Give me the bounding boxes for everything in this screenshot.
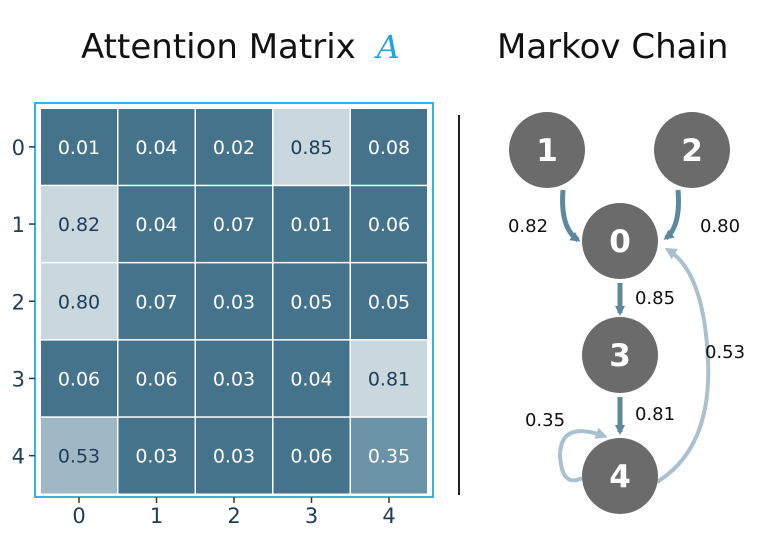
markov-chain-title: Markov Chain <box>497 27 728 67</box>
col-tick-label: 1 <box>150 504 163 528</box>
matrix-cell-0-2 <box>196 109 272 185</box>
attention-matrix-title: Attention Matrix A <box>81 27 400 67</box>
matrix-cell-value: 0.80 <box>58 291 100 313</box>
matrix-cell-4-0 <box>41 417 117 494</box>
matrix-cell-0-1 <box>118 109 195 185</box>
matrix-cell-value: 0.02 <box>213 137 255 159</box>
attention-matrix-title-text: Attention Matrix <box>81 27 356 67</box>
edge-1-to-0 <box>560 189 581 243</box>
matrix-cell-3-1 <box>118 340 195 417</box>
matrix-cell-value: 0.03 <box>213 291 255 313</box>
matrix-cell-value: 0.03 <box>213 368 255 390</box>
node-0 <box>582 203 658 279</box>
matrix-cell-value: 0.53 <box>58 446 100 468</box>
col-tick-label: 2 <box>227 504 240 528</box>
matrix-cell-2-3 <box>273 263 350 340</box>
matrix-cell-4-1 <box>118 417 195 494</box>
row-tick-label: 3 <box>12 367 25 391</box>
edge-weight-label: 0.53 <box>705 342 745 363</box>
row-tick-label: 4 <box>12 445 25 469</box>
matrix-cell-value: 0.01 <box>290 214 332 236</box>
edge-weight-label: 0.85 <box>635 288 675 309</box>
matrix-cell-value: 0.04 <box>135 137 177 159</box>
row-tick-label: 2 <box>12 290 25 314</box>
edge-weight-label: 0.82 <box>508 216 548 237</box>
matrix-cell-3-0 <box>41 340 117 417</box>
attention-matrix-title-variable: A <box>374 28 400 66</box>
node-label: 2 <box>681 133 703 169</box>
node-1 <box>509 112 585 188</box>
node-label: 3 <box>609 338 631 374</box>
node-2 <box>654 112 730 188</box>
matrix-cell-4-2 <box>196 417 272 494</box>
node-3 <box>582 317 658 393</box>
node-label: 4 <box>609 459 631 495</box>
matrix-cell-1-3 <box>273 186 350 262</box>
matrix-cell-3-3 <box>273 340 350 417</box>
matrix-cell-value: 0.05 <box>290 291 332 313</box>
node-label: 1 <box>536 133 558 169</box>
matrix-cell-value: 0.03 <box>213 446 255 468</box>
matrix-cell-2-4 <box>351 263 427 340</box>
matrix-cell-value: 0.03 <box>135 446 177 468</box>
matrix-cell-value: 0.07 <box>213 214 255 236</box>
col-tick-label: 4 <box>382 504 395 528</box>
node-label: 0 <box>609 224 631 260</box>
matrix-cell-4-3 <box>273 417 350 494</box>
matrix-cell-value: 0.01 <box>58 137 100 159</box>
attention-matrix-heatmap: 0.01 0.04 0.02 0.85 0.08 0.82 0.04 0.07 0.01 0.06… <box>12 109 427 528</box>
matrix-cell-1-0 <box>41 186 117 262</box>
matrix-cell-value: 0.06 <box>290 446 332 468</box>
edge-2-to-0 <box>663 189 681 240</box>
row-tick-label: 0 <box>12 136 25 160</box>
matrix-cell-2-2 <box>196 263 272 340</box>
markov-chain-graph: 0.82 0.80 0.85 0.81 0.53 0.35 1 2 0 3 4 <box>508 112 745 514</box>
matrix-cell-value: 0.85 <box>290 137 332 159</box>
matrix-cell-1-4 <box>351 186 427 262</box>
matrix-cell-value: 0.04 <box>135 214 177 236</box>
col-tick-label: 0 <box>72 504 85 528</box>
matrix-cell-3-2 <box>196 340 272 417</box>
matrix-cell-value: 0.06 <box>135 368 177 390</box>
matrix-cell-2-0 <box>41 263 117 340</box>
edge-weight-label: 0.80 <box>700 216 740 237</box>
col-tick-label: 3 <box>305 504 318 528</box>
matrix-cell-value: 0.82 <box>58 214 100 236</box>
matrix-cell-1-2 <box>196 186 272 262</box>
edge-4-to-4 <box>557 427 608 483</box>
edge-4-to-0 <box>655 247 711 484</box>
matrix-cell-0-4 <box>351 109 427 185</box>
edge-weight-label: 0.81 <box>635 404 675 425</box>
matrix-cell-4-4 <box>351 417 427 494</box>
matrix-cell-0-3 <box>273 109 350 185</box>
edge-weight-label: 0.35 <box>525 410 565 431</box>
matrix-cell-value: 0.04 <box>290 368 332 390</box>
matrix-cell-0-0 <box>41 109 117 185</box>
matrix-cell-value: 0.06 <box>368 214 410 236</box>
node-4 <box>582 438 658 514</box>
matrix-cell-value: 0.81 <box>368 368 410 390</box>
row-tick-label: 1 <box>12 213 25 237</box>
matrix-cell-value: 0.05 <box>368 291 410 313</box>
matrix-cell-value: 0.35 <box>368 446 410 468</box>
matrix-cell-value: 0.08 <box>368 137 410 159</box>
matrix-cell-1-1 <box>118 186 195 262</box>
matrix-cell-2-1 <box>118 263 195 340</box>
matrix-cell-value: 0.06 <box>58 368 100 390</box>
matrix-cell-value: 0.07 <box>135 291 177 313</box>
matrix-cell-3-4 <box>351 340 427 417</box>
